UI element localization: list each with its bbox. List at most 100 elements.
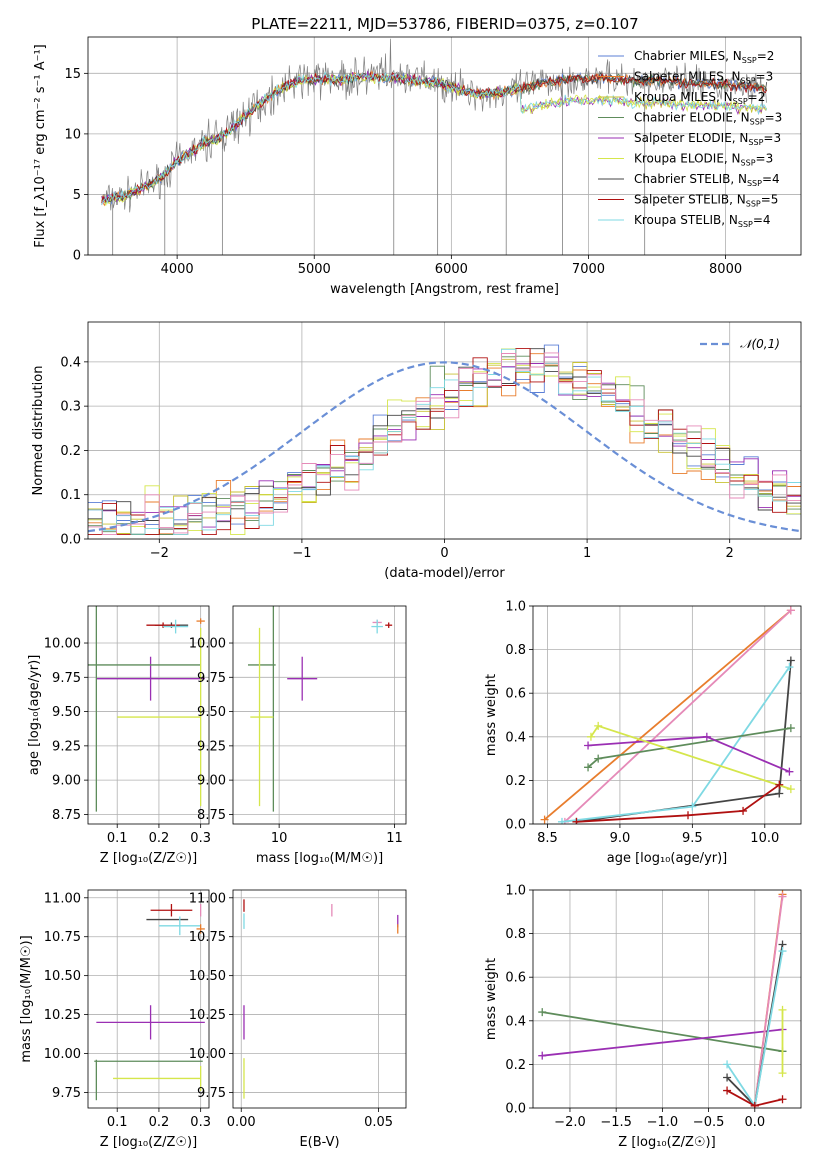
legend-label: Kroupa MILES, NSSP=2 [634, 90, 765, 106]
legend-label: 𝒩(0,1) [740, 337, 780, 351]
chart-residuals: −2 −1 0 1 2 0.0 0.1 0.2 0.3 0.4 (data-model)/error… [31, 321, 802, 581]
y-tick-label: 0.0 [505, 1102, 526, 1117]
x-tick-label: −2.0 [554, 1115, 586, 1130]
y-tick-label: 15 [64, 67, 81, 82]
model-spectrum [101, 71, 768, 204]
axes-frame [532, 889, 802, 1109]
x-axis-label: Z [log₁₀(Z/Z☉)] [618, 1135, 715, 1150]
x-axis-label: Z [log₁₀(Z/Z☉)] [100, 1135, 197, 1150]
weight-marker [557, 817, 566, 824]
x-tick-label: −1.0 [647, 1115, 679, 1130]
plot-area [88, 344, 801, 536]
weight-marker [684, 811, 693, 820]
y-axis-label: age [log₁₀(age/yr)] [27, 655, 42, 776]
weight-marker [688, 802, 697, 811]
weight-marker [739, 806, 748, 815]
legend-label: Chabrier ELODIE, NSSP=3 [634, 111, 782, 127]
y-tick-label: 10.00 [189, 1047, 226, 1062]
y-tick-label: 1.0 [505, 884, 526, 899]
axes-frame [232, 605, 407, 825]
y-tick-label: 11.00 [189, 891, 226, 906]
x-axis-label: mass [log₁₀(M/M☉)] [256, 851, 383, 866]
legend-label-sub: SSP [738, 220, 753, 229]
legend-label: Kroupa STELIB, NSSP=4 [634, 213, 771, 229]
x-tick-label: 10.0 [750, 831, 779, 846]
legend-label-sub: SSP [733, 97, 748, 106]
y-tick-label: 9.75 [52, 1086, 81, 1101]
legend-label: Chabrier STELIB, NSSP=4 [634, 172, 780, 188]
legend-label: Kroupa ELODIE, NSSP=3 [634, 152, 773, 168]
x-axis-label: age [log₁₀(age/yr)] [607, 851, 728, 866]
y-tick-label: 9.50 [197, 705, 226, 720]
chart-massweight_vs_Z: −2.0 −1.5 −1.0 −0.5 0.0 0.0 0.2 0.4 0.6 0.8 1.0 Z [… [484, 884, 802, 1150]
legend-label-sub: SSP [746, 200, 761, 209]
y-tick-label: 0 [73, 249, 81, 264]
legend-label-sub: SSP [750, 118, 765, 127]
y-tick-label: 10.25 [189, 1008, 226, 1023]
y-axis-label: Normed distribution [31, 366, 46, 496]
weight-marker [584, 741, 593, 750]
x-tick-label: 7000 [572, 262, 605, 277]
model-spectrum [101, 71, 768, 202]
weight-marker [785, 663, 794, 672]
y-tick-label: 8.75 [197, 808, 226, 823]
y-tick-label: 0.8 [505, 643, 526, 658]
y-tick-label: 0.1 [60, 488, 81, 503]
x-axis-label: Z [log₁₀(Z/Z☉)] [100, 851, 197, 866]
x-tick-label: 11 [386, 831, 403, 846]
x-tick-label: 5000 [298, 262, 331, 277]
weight-marker [786, 656, 795, 665]
x-tick-label: 9.0 [610, 831, 631, 846]
y-tick-label: 0.3 [60, 400, 81, 415]
legend-label: Chabrier MILES, NSSP=2 [634, 49, 774, 65]
weight-marker [723, 1073, 732, 1082]
y-tick-label: 9.50 [52, 705, 81, 720]
x-tick-label: −1.5 [600, 1115, 632, 1130]
legend-label-suffix: =2 [748, 90, 766, 104]
legend-label: Salpeter STELIB, NSSP=5 [634, 193, 778, 209]
weight-line [587, 735, 790, 773]
chart-age_vs_Z: 0.1 0.2 0.3 8.75 9.00 9.25 9.50 9.75 10.00 Z [log… [27, 605, 211, 866]
y-tick-label: 11.00 [44, 891, 81, 906]
chart-massweight_vs_age: 8.5 9.0 9.5 10.0 0.0 0.2 0.4 0.6 0.8 1.0 age [log₁… [484, 600, 802, 866]
weight-marker [778, 892, 787, 901]
y-tick-label: 9.75 [197, 671, 226, 686]
x-tick-label: 0.1 [107, 1115, 128, 1130]
plot-area [247, 606, 393, 812]
axes-frame [87, 605, 210, 825]
y-tick-label: 9.00 [52, 774, 81, 789]
y-tick-label: 1.0 [505, 600, 526, 615]
weight-line [544, 609, 792, 821]
y-tick-label: 0.0 [505, 818, 526, 833]
legend-label-sub: SSP [742, 56, 757, 65]
x-tick-label: −0.5 [693, 1115, 725, 1130]
plot-area [94, 904, 205, 1101]
plot-area [88, 606, 205, 812]
y-tick-label: 10.50 [44, 969, 81, 984]
weight-marker [778, 1005, 787, 1014]
weight-marker [594, 721, 603, 730]
weight-marker [538, 1008, 547, 1017]
legend-label-suffix: =4 [753, 213, 771, 227]
legend-label-sub: SSP [741, 77, 756, 86]
x-tick-label: 0.0 [744, 1115, 765, 1130]
legend-label-suffix: =5 [761, 193, 779, 207]
legend-label-suffix: =2 [757, 49, 775, 63]
chart-mass_vs_EBV: 0.00 0.05 9.75 10.00 10.25 10.50 10.75 11.00 E(B… [189, 889, 407, 1150]
weight-marker [785, 767, 794, 776]
x-tick-label: 0.3 [190, 1115, 211, 1130]
plot-area [101, 38, 768, 255]
legend-label-sub: SSP [748, 138, 763, 147]
weight-marker [786, 724, 795, 733]
x-tick-label: 4000 [161, 262, 194, 277]
axes-frame [87, 889, 210, 1109]
y-tick-label: 0.0 [60, 533, 81, 548]
y-tick-label: 9.25 [197, 739, 226, 754]
x-tick-label: −1 [292, 546, 311, 561]
weight-marker [786, 785, 795, 794]
chart-mass_vs_Z: 0.1 0.2 0.3 9.75 10.00 10.25 10.50 10.75 11.00 Z … [19, 889, 211, 1150]
y-tick-label: 10 [64, 127, 81, 142]
weight-line [564, 609, 792, 823]
x-tick-label: 0.2 [149, 1115, 170, 1130]
